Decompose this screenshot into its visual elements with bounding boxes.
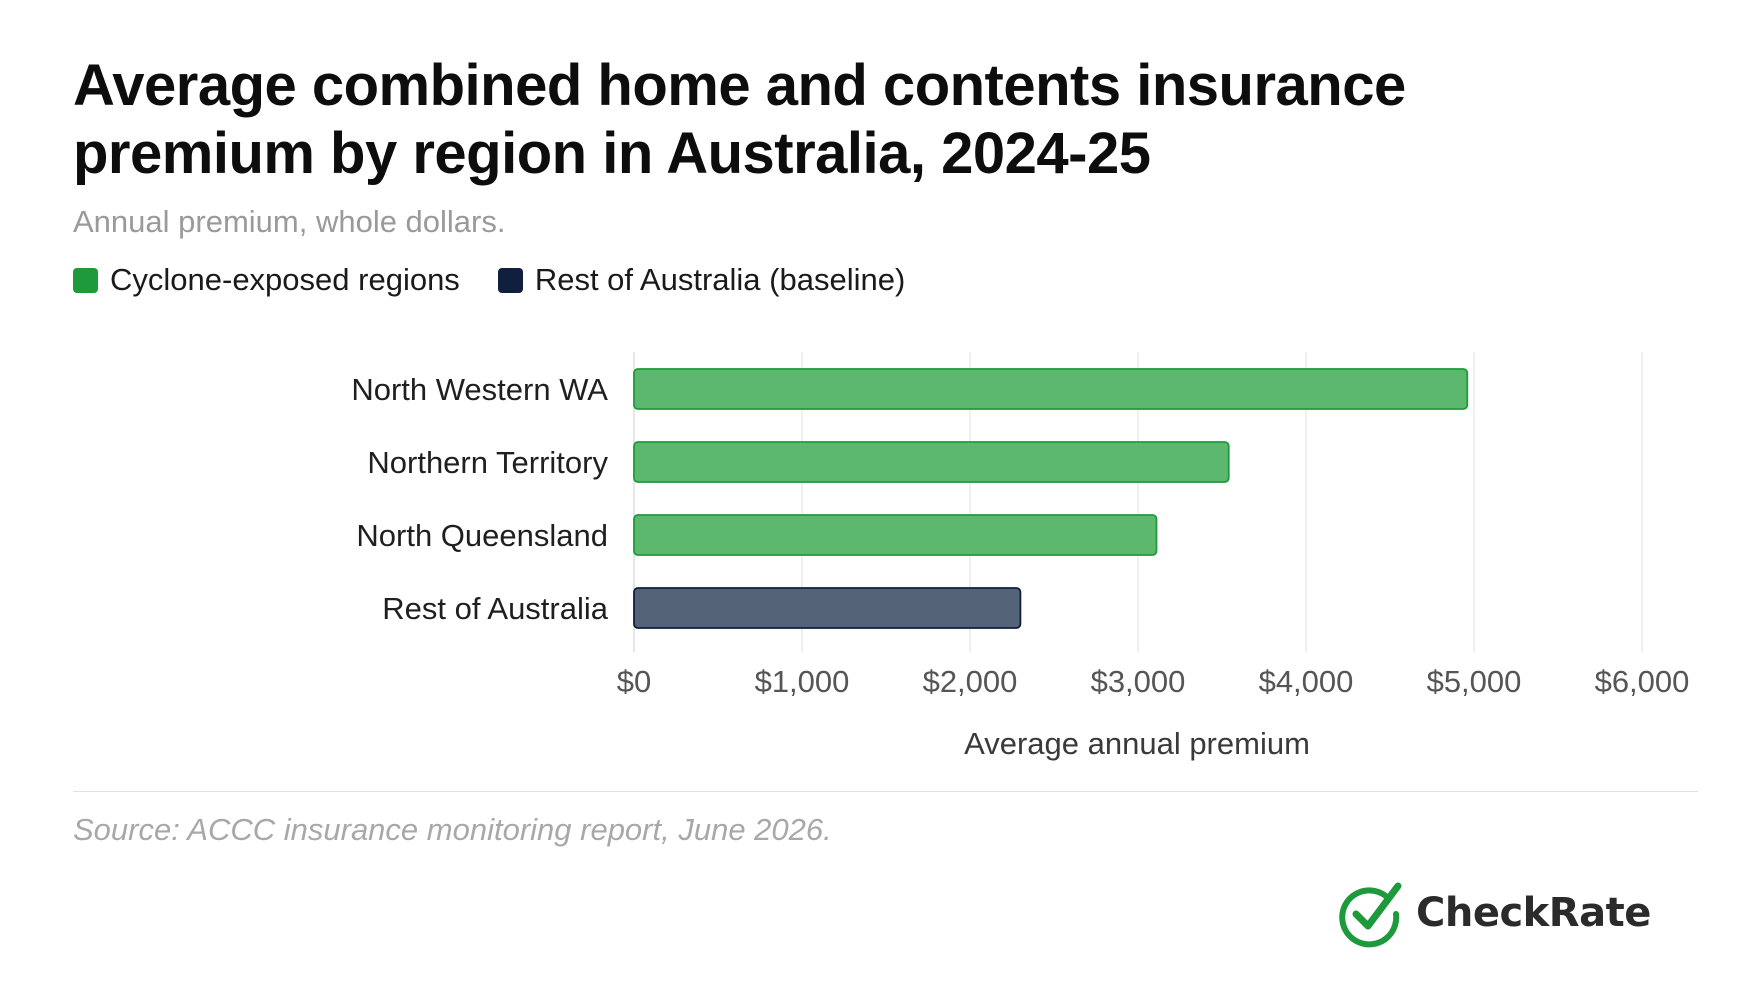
x-tick-label: $5,000 [1427, 664, 1522, 699]
category-label: Rest of Australia [382, 591, 608, 626]
x-axis-label: Average annual premium [964, 726, 1310, 761]
chart-x-tick-labels: $0 $1,000 $2,000 $3,000 $4,000 $5,000 $6,000 [617, 664, 1690, 699]
legend-label-baseline: Rest of Australia (baseline) [534, 262, 906, 297]
bar-rest-of-australia [633, 587, 1022, 629]
category-label: North Western WA [351, 372, 608, 407]
x-tick-label: $2,000 [923, 664, 1018, 699]
chart-category-labels: North Western WA Northern Territory North … [351, 372, 608, 626]
chart-legend: Cyclone-exposed regions Rest of Australi… [73, 262, 943, 298]
bar-north-queensland [633, 514, 1158, 556]
bar-north-western-wa [633, 368, 1469, 410]
category-label: North Queensland [356, 518, 608, 553]
check-circle-icon [1339, 882, 1402, 948]
brand-name: CheckRate [1416, 890, 1651, 936]
chart-title: Average combined home and contents insur… [73, 52, 1633, 188]
legend-item-baseline: Rest of Australia (baseline) [497, 262, 906, 298]
legend-swatch-baseline [497, 267, 523, 293]
x-tick-label: $4,000 [1259, 664, 1354, 699]
legend-swatch-cyclone [73, 267, 98, 293]
x-tick-label: $3,000 [1091, 664, 1186, 699]
legend-item-cyclone: Cyclone-exposed regions [73, 262, 460, 298]
bar-northern-territory [633, 441, 1230, 483]
bar-chart: North Western WA Northern Territory North … [351, 352, 1690, 761]
chart-title-line-1: Average combined home and contents insur… [73, 53, 1406, 118]
brand-logo: CheckRate [1336, 878, 1651, 948]
chart-title-line-2: premium by region in Australia, 2024-25 [73, 121, 1151, 186]
chart-bars [633, 368, 1469, 629]
category-label: Northern Territory [367, 445, 608, 480]
legend-label-cyclone: Cyclone-exposed regions [110, 262, 460, 297]
source-note: Source: ACCC insurance monitoring report… [73, 812, 832, 847]
footer-divider [73, 791, 1698, 792]
chart-subtitle: Annual premium, whole dollars. [73, 204, 506, 239]
x-tick-label: $1,000 [755, 664, 850, 699]
x-tick-label: $6,000 [1595, 664, 1690, 699]
x-tick-label: $0 [617, 664, 651, 699]
